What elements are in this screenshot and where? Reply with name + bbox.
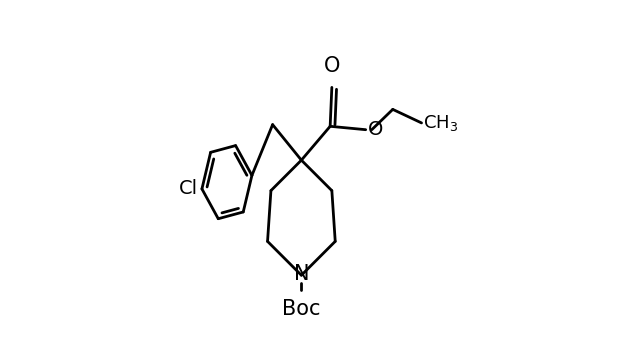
Text: O: O	[324, 55, 340, 76]
Text: O: O	[367, 120, 383, 139]
Text: CH$_3$: CH$_3$	[423, 113, 458, 133]
Text: Boc: Boc	[282, 299, 321, 319]
Text: Cl: Cl	[179, 180, 198, 198]
Text: N: N	[294, 264, 309, 283]
